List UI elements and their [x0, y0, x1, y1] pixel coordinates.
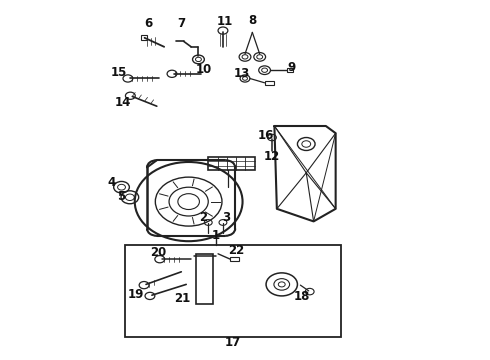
Text: 12: 12: [264, 150, 280, 163]
Text: 5: 5: [118, 190, 125, 203]
Text: 21: 21: [174, 292, 191, 305]
Bar: [265, 81, 274, 85]
Bar: [141, 35, 147, 40]
Bar: [287, 68, 293, 72]
Text: 8: 8: [248, 14, 256, 27]
Text: 3: 3: [222, 211, 230, 224]
Bar: [230, 257, 239, 261]
Text: 18: 18: [294, 291, 311, 303]
Bar: [208, 157, 255, 170]
Bar: [196, 254, 213, 304]
Text: 7: 7: [177, 17, 185, 30]
Text: 2: 2: [199, 211, 207, 224]
Text: 20: 20: [149, 246, 166, 258]
Bar: [125, 245, 341, 337]
Text: 9: 9: [288, 61, 295, 74]
Text: 16: 16: [257, 129, 274, 141]
Text: 13: 13: [233, 67, 250, 80]
Text: 1: 1: [212, 229, 220, 242]
Text: 14: 14: [114, 96, 131, 109]
Text: 19: 19: [128, 288, 145, 301]
Text: 15: 15: [110, 66, 127, 79]
Text: 6: 6: [144, 17, 152, 30]
Text: 11: 11: [216, 15, 233, 28]
Text: 17: 17: [225, 336, 242, 348]
Text: 22: 22: [228, 244, 245, 257]
Text: 4: 4: [108, 176, 116, 189]
Text: 10: 10: [195, 63, 212, 76]
